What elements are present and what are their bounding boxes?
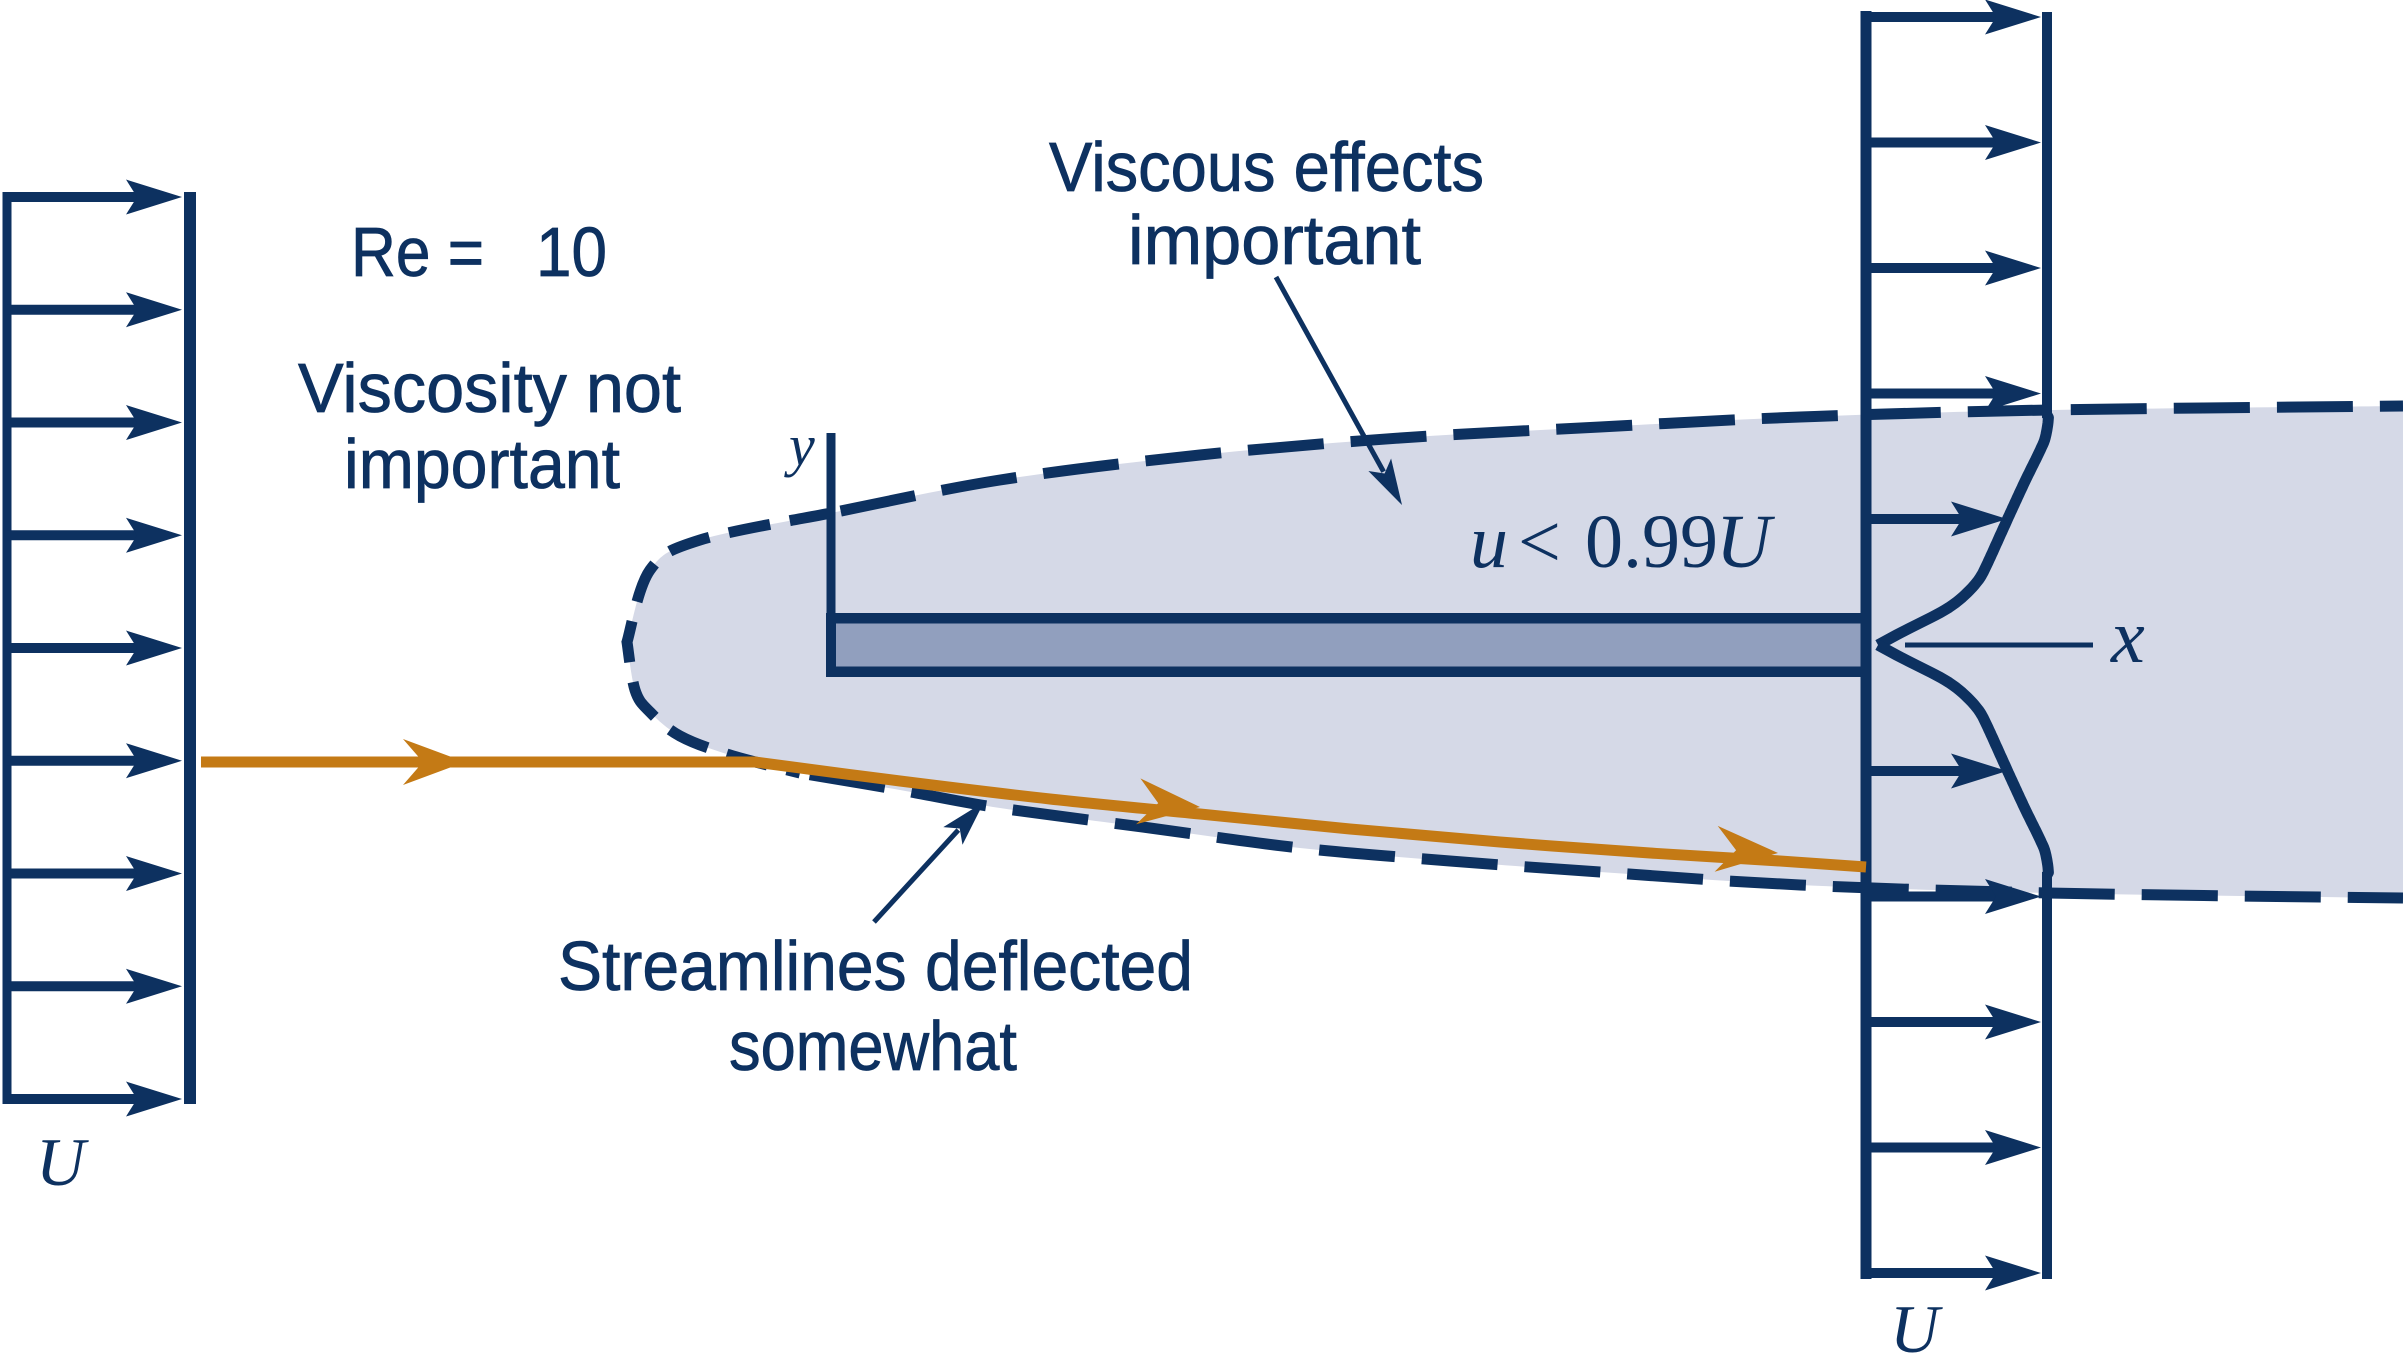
svg-text:10: 10 [536, 213, 607, 291]
svg-text:<: < [1518, 500, 1561, 584]
svg-text:Re =: Re = [351, 213, 484, 291]
svg-text:important: important [344, 425, 620, 503]
svg-text:U: U [1890, 1291, 1943, 1367]
svg-text:U: U [36, 1124, 89, 1200]
svg-text:Viscosity not: Viscosity not [298, 349, 681, 427]
svg-text:u: u [1470, 500, 1508, 584]
svg-text:Viscous effects: Viscous effects [1049, 128, 1484, 206]
svg-text:y: y [784, 413, 815, 478]
svg-text:important: important [1128, 201, 1421, 279]
svg-text:x: x [2110, 595, 2145, 679]
svg-text:Streamlines deflected: Streamlines deflected [558, 927, 1193, 1005]
svg-text:0.99: 0.99 [1585, 500, 1718, 584]
svg-text:somewhat: somewhat [729, 1007, 1017, 1085]
svg-text:U: U [1716, 500, 1775, 584]
